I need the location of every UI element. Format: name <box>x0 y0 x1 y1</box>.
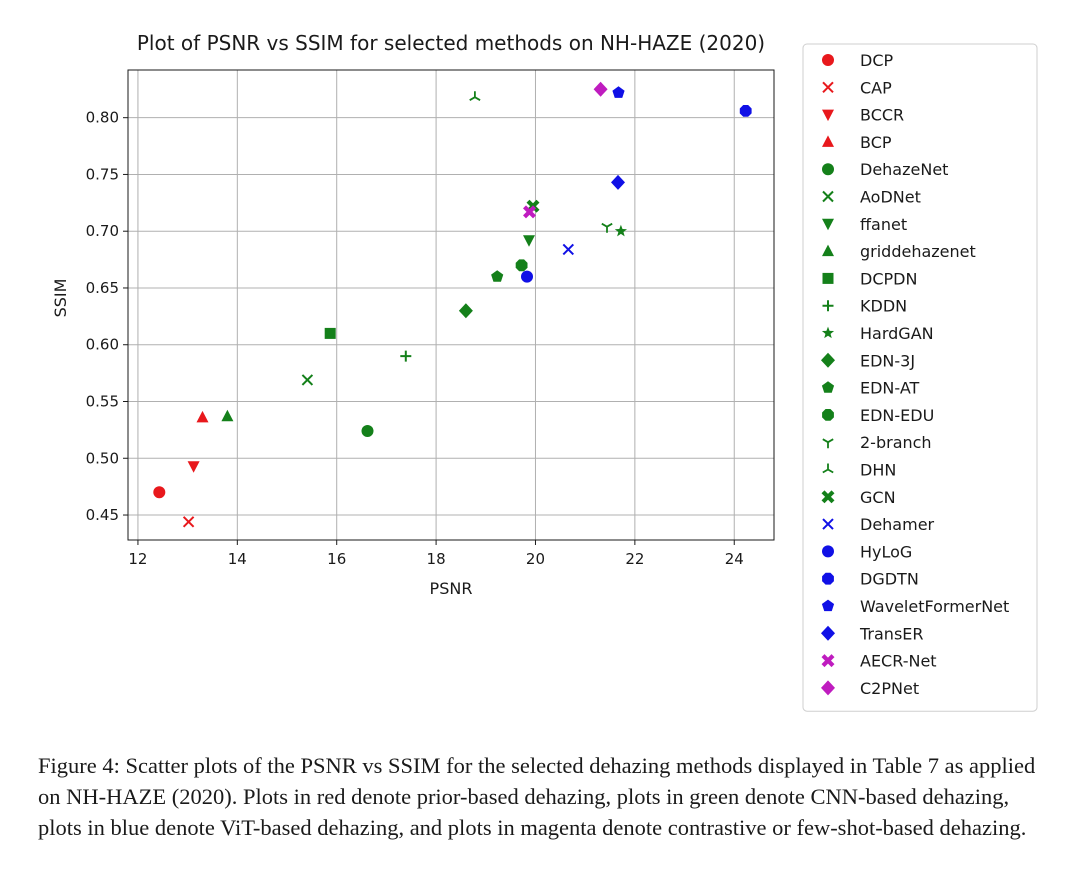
legend-marker-dehamer <box>822 518 834 530</box>
legend-marker-2-branch <box>822 438 834 449</box>
point-aodnet <box>301 374 314 386</box>
point-waveletformernet <box>612 86 625 98</box>
legend-marker-transer <box>821 625 835 641</box>
legend-label-edn-at: EDN-AT <box>860 379 920 398</box>
legend-marker-dcpdn <box>822 272 834 284</box>
point-edn-at <box>491 270 504 282</box>
x-tick-label: 22 <box>625 550 644 568</box>
point-ffanet <box>523 235 535 247</box>
point-dehazenet <box>361 425 374 437</box>
y-axis-label: SSIM <box>51 279 70 318</box>
legend-label-aodnet: AoDNet <box>860 188 921 207</box>
legend-marker-edn-edu <box>822 408 834 421</box>
legend: DCP CAP BCCR BCP DehazeNet AoDNet ffanet gridde… <box>802 43 1038 712</box>
legend-marker-dhn <box>822 463 834 474</box>
legend-label-waveletformernet: WaveletFormerNet <box>860 597 1009 616</box>
point-dgdtn <box>739 104 752 117</box>
point-hardgan <box>614 224 627 237</box>
legend-label-dehazenet: DehazeNet <box>860 160 948 179</box>
legend-label-dgdtn: DGDTN <box>860 570 919 589</box>
point-edn-edu <box>515 259 528 272</box>
legend-marker-dgdtn <box>822 572 834 585</box>
chart-title: Plot of PSNR vs SSIM for selected method… <box>137 31 765 55</box>
x-tick-label: 18 <box>427 550 446 568</box>
legend-label-hardgan: HardGAN <box>860 324 934 343</box>
x-tick-label: 16 <box>327 550 346 568</box>
legend-box <box>802 43 1038 712</box>
legend-label-ffanet: ffanet <box>860 215 907 234</box>
point-griddehazenet <box>221 409 234 422</box>
point-c2pnet <box>593 81 608 97</box>
point-bcp <box>196 410 209 423</box>
legend-marker-griddehazenet <box>822 244 834 257</box>
point-cap <box>182 516 195 528</box>
legend-label-aecr-net: AECR-Net <box>860 652 937 671</box>
y-tick-label: 0.55 <box>86 392 119 410</box>
legend-marker-hardgan <box>821 326 835 339</box>
legend-label-edn-3j: EDN-3J <box>860 351 915 370</box>
plot-frame <box>127 69 775 541</box>
chart-axes: 12 14 16 18 20 22 24 0.45 0.50 0.55 0.60 0.65 0.70 0.… <box>86 69 775 568</box>
legend-marker-kddn <box>822 300 834 312</box>
legend-marker-edn-at <box>821 381 835 393</box>
y-tick-label: 0.65 <box>86 279 119 297</box>
legend-label-bcp: BCP <box>860 133 892 152</box>
point-edn-3j <box>458 303 473 319</box>
y-tick-label: 0.45 <box>86 506 119 524</box>
point-aecr-net <box>523 205 536 219</box>
y-tick-label: 0.60 <box>86 336 119 354</box>
point-dhn <box>469 91 481 101</box>
legend-label-bccr: BCCR <box>860 106 904 125</box>
point-dcpdn <box>324 327 336 339</box>
legend-label-c2pnet: C2PNet <box>860 679 919 698</box>
point-kddn <box>400 350 412 362</box>
legend-label-edn-edu: EDN-EDU <box>860 406 934 425</box>
point-2-branch <box>601 222 613 233</box>
legend-marker-edn-3j <box>821 352 835 368</box>
legend-marker-aodnet <box>822 190 834 203</box>
figure-caption: Figure 4: Scatter plots of the PSNR vs S… <box>38 753 1036 840</box>
x-tick-label: 24 <box>725 550 744 568</box>
point-transer <box>611 174 625 190</box>
legend-label-dehamer: Dehamer <box>860 515 935 534</box>
legend-label-griddehazenet: griddehazenet <box>860 242 976 261</box>
legend-label-dcp: DCP <box>860 51 893 70</box>
chart-points <box>153 81 752 528</box>
legend-marker-waveletformernet <box>821 599 835 612</box>
x-axis-label: PSNR <box>430 579 473 598</box>
legend-label-dhn: DHN <box>860 461 896 480</box>
legend-label-transer: TransER <box>859 624 924 643</box>
x-tick-label: 20 <box>526 550 545 568</box>
y-tick-label: 0.80 <box>86 109 119 127</box>
point-dcp <box>153 486 166 499</box>
legend-marker-dcp <box>822 54 834 66</box>
legend-label-kddn: KDDN <box>860 297 907 316</box>
x-tick-label: 14 <box>228 550 247 568</box>
legend-label-dcpdn: DCPDN <box>860 269 917 288</box>
point-dehamer <box>562 243 575 256</box>
y-tick-label: 0.75 <box>86 165 119 183</box>
legend-marker-dehazenet <box>822 163 834 176</box>
legend-marker-ffanet <box>822 218 834 231</box>
legend-marker-hylog <box>822 545 834 558</box>
legend-marker-gcn <box>821 490 835 504</box>
legend-marker-bccr <box>822 109 834 122</box>
legend-label-2-branch: 2-branch <box>860 433 932 452</box>
legend-marker-cap <box>822 81 834 94</box>
scatter-chart: 12 14 16 18 20 22 24 0.45 0.50 0.55 0.60 0.65 0.70 0.… <box>51 31 1038 712</box>
legend-label-gcn: GCN <box>860 488 896 507</box>
chart-grid <box>128 70 774 540</box>
legend-marker-aecr-net <box>821 654 835 668</box>
legend-label-hylog: HyLoG <box>860 542 912 561</box>
legend-label-cap: CAP <box>860 78 892 97</box>
point-bccr <box>187 461 200 473</box>
point-hylog <box>521 270 533 283</box>
y-tick-label: 0.70 <box>86 222 119 240</box>
x-tick-label: 12 <box>128 550 147 568</box>
y-tick-label: 0.50 <box>86 449 119 467</box>
legend-marker-bcp <box>822 135 834 147</box>
legend-marker-c2pnet <box>821 680 835 696</box>
